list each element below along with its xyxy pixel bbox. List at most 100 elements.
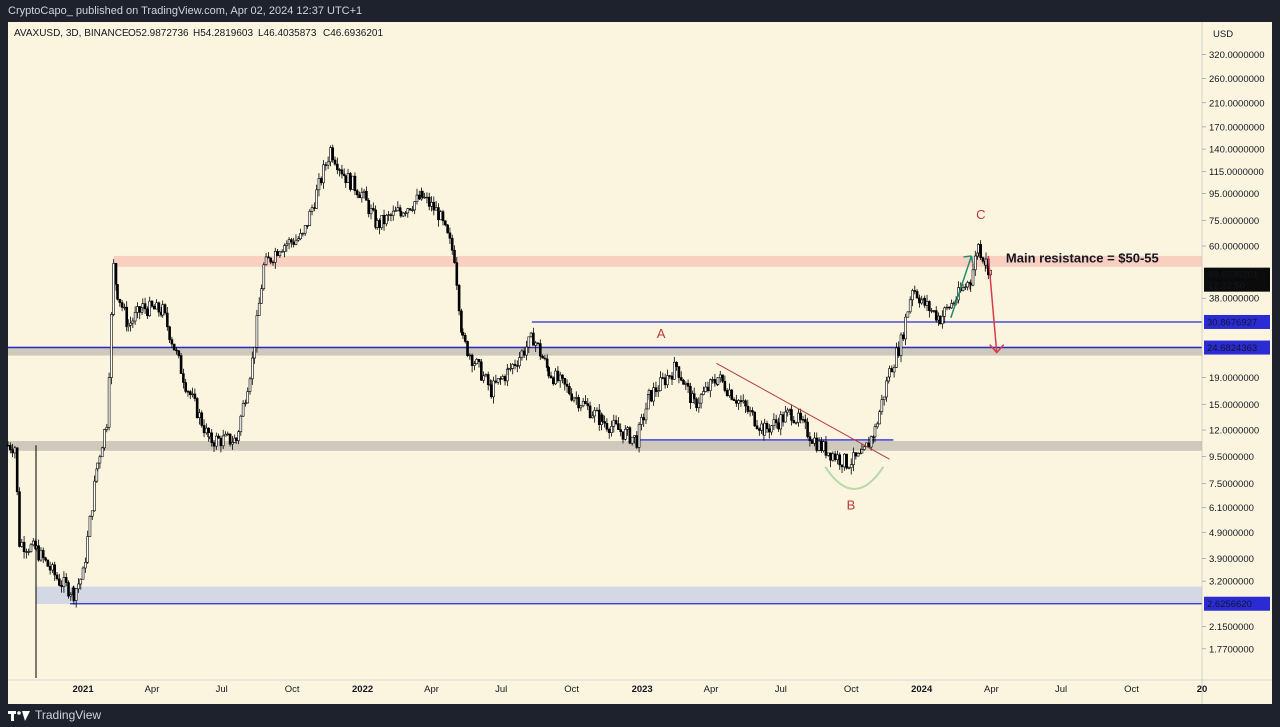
candle-body [351, 175, 354, 190]
candle-body [324, 164, 328, 166]
candle-body [112, 263, 115, 315]
candle-body [267, 256, 270, 259]
y-tick-label: 19.0000000 [1209, 373, 1259, 384]
candle-body [554, 370, 557, 385]
candle-body [536, 342, 540, 345]
candle-body [918, 297, 921, 304]
candle-body [541, 355, 544, 359]
candle-body [473, 363, 476, 366]
candle-body [317, 178, 321, 191]
candle-body [269, 257, 272, 263]
candle-body [579, 405, 583, 409]
candle-body [439, 211, 443, 221]
candle-body [532, 332, 535, 346]
candle-body [413, 201, 416, 211]
candle-body [737, 400, 740, 404]
candle-body [58, 578, 61, 586]
y-tick-label: 210.0000000 [1209, 98, 1264, 109]
candle-body [116, 284, 119, 300]
candle-body [461, 331, 465, 336]
candle-body [765, 422, 769, 430]
candle-body [813, 437, 816, 444]
candle-body [53, 564, 57, 576]
candle-body [777, 422, 780, 430]
green-arrow[interactable] [950, 255, 973, 319]
candle-body [640, 417, 643, 425]
candle-body [663, 377, 667, 386]
drawings-layer: A B C Main resistance = $50-55 [657, 207, 1159, 512]
candle-body [892, 367, 896, 373]
candle-body [527, 336, 531, 348]
close-value: C46.6936201 [323, 28, 383, 39]
candle-body [545, 358, 549, 368]
candle-body [157, 302, 161, 313]
candle-body [98, 456, 102, 464]
candle-body [668, 375, 672, 377]
x-tick-label: 2023 [632, 684, 653, 695]
level-price-label: 30.8676927 [1207, 317, 1257, 328]
candle-body [518, 357, 521, 367]
candle-body [630, 436, 634, 444]
x-tick-label: Apr [984, 684, 999, 695]
red-arrow[interactable] [987, 255, 998, 353]
candle-body [561, 374, 564, 379]
candle-body [123, 306, 126, 309]
candle-body [930, 310, 933, 312]
candle-body [146, 308, 149, 317]
candle-body [437, 207, 440, 221]
price-axis: 320.0000000 260.0000000 210.0000000 170.000… [1201, 22, 1272, 704]
zone-main-resistance [113, 255, 1203, 267]
candle-body [549, 375, 553, 379]
candle-body [588, 405, 592, 419]
x-tick-label: Jul [1055, 684, 1067, 695]
x-tick-label: Jul [216, 684, 228, 695]
candle-body [202, 425, 206, 434]
candle-body [915, 291, 919, 299]
candle-body [396, 207, 400, 211]
candle-body [133, 312, 137, 322]
levels-layer [8, 321, 1202, 605]
candle-body [219, 437, 223, 447]
candle-body [64, 577, 68, 583]
candle-body [810, 440, 814, 444]
candle-body [387, 214, 390, 216]
countdown-label: 12:22:50 [1208, 281, 1245, 292]
candle-body [971, 269, 975, 286]
candle-body [840, 464, 844, 468]
candle-body [22, 541, 26, 553]
candle-body [728, 389, 731, 397]
candle-body [908, 299, 912, 313]
x-tick-label: Apr [145, 684, 160, 695]
candle-body [391, 210, 395, 216]
candle-body [482, 375, 485, 381]
candle-body [93, 480, 96, 512]
candle-body [790, 409, 793, 421]
candle-body [556, 370, 560, 382]
y-tick-label: 60.0000000 [1209, 241, 1259, 252]
candle-body [843, 453, 846, 468]
candle-body [374, 209, 377, 228]
candle-body [340, 169, 344, 175]
candle-body [313, 207, 316, 209]
candle-body [659, 377, 662, 391]
candle-body [679, 377, 683, 381]
candle-body [741, 400, 745, 403]
x-tick-label: 2024 [911, 684, 933, 695]
candle-body [897, 347, 901, 356]
zones-layer [8, 255, 1203, 604]
candle-body [885, 380, 888, 398]
candle-body [792, 420, 796, 424]
y-tick-label: 4.9000000 [1209, 528, 1254, 539]
low-value: L46.4035873 [258, 28, 317, 39]
candle-body [380, 214, 384, 229]
candle-body [621, 431, 625, 440]
last-price-label: 46.6936201 [1208, 270, 1258, 281]
tradingview-logo[interactable]: TradingView [8, 704, 101, 727]
candle-body [572, 397, 576, 401]
candle-body [695, 398, 698, 409]
tradingview-logo-icon [8, 710, 30, 721]
y-tick-label: 7.5000000 [1209, 479, 1254, 490]
trend-line[interactable] [716, 362, 890, 460]
candle-body [770, 425, 773, 433]
